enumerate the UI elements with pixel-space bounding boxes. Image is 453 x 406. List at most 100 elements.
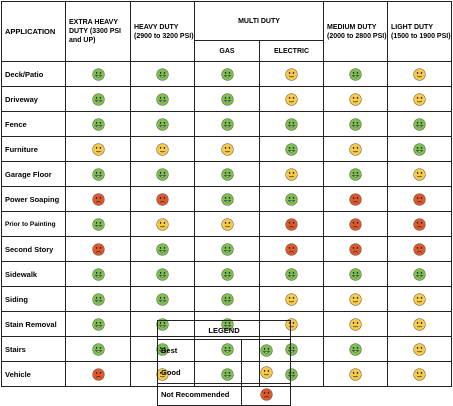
table-row: Fence [1,111,452,137]
application-label: Deck/Patio [1,61,66,87]
good-face-icon [349,292,362,306]
best-face-icon [285,117,298,131]
best-face-icon [349,117,362,131]
good-face-icon [349,317,362,331]
not-recommended-face-icon [349,192,362,206]
legend-title: LEGEND [156,320,292,340]
best-face-icon [156,67,169,81]
best-face-icon [220,167,234,181]
rating-cell [65,86,131,112]
rating-cell [130,211,195,237]
best-face-icon [285,267,298,281]
table-row: Garage Floor [1,161,452,187]
best-face-icon [349,167,362,181]
best-face-icon [156,292,169,306]
best-face-icon [285,192,298,206]
application-label: Power Soaping [1,186,66,212]
rating-cell [130,161,195,187]
best-face-icon [91,342,105,356]
rating-cell [387,311,452,337]
rating-cell [259,161,324,187]
legend-body: Best Good Not Recommended [157,339,292,406]
best-face-icon [220,92,234,106]
not-recommended-face-icon [156,192,169,206]
good-face-icon [285,92,298,106]
rating-cell [130,61,195,87]
good-face-icon [91,142,105,156]
electric-header: ELECTRIC [259,40,324,62]
best-face-icon [413,267,426,281]
rating-cell [194,86,260,112]
rating-cell [387,211,452,237]
rating-cell [323,136,388,162]
rating-cell [194,111,260,137]
rating-cell [323,211,388,237]
rating-cell [323,161,388,187]
best-face-icon [220,292,234,306]
rating-cell [259,86,324,112]
legend-row: Not Recommended [157,383,292,406]
rating-cell [194,161,260,187]
rating-cell [323,286,388,312]
table-row: Deck/Patio [1,61,452,87]
rating-cell [65,336,131,362]
rating-cell [259,136,324,162]
best-face-icon [349,267,362,281]
not-recommended-face-icon [285,217,298,231]
table-row: Second Story [1,236,452,262]
best-face-icon [349,342,362,356]
good-face-icon [259,366,273,379]
rating-cell [387,61,452,87]
best-face-icon [413,142,426,156]
legend-row: Best [157,339,292,362]
rating-cell [65,211,131,237]
rating-cell [387,286,452,312]
not-recommended-face-icon [91,242,105,256]
rating-cell [323,361,388,387]
legend-face-cell [240,383,292,406]
rating-cell [323,186,388,212]
best-face-icon [91,92,105,106]
rating-cell [259,61,324,87]
best-face-icon [220,192,234,206]
best-face-icon [156,117,169,131]
application-label: Siding [1,286,66,312]
good-face-icon [413,342,426,356]
good-face-icon [285,67,298,81]
rating-cell [259,211,324,237]
legend-table: LEGEND Best Good Not Recommended [156,320,292,406]
best-face-icon [91,317,105,331]
best-face-icon [413,117,426,131]
good-face-icon [349,92,362,106]
best-face-icon [156,92,169,106]
rating-cell [65,286,131,312]
good-face-icon [413,367,426,381]
not-recommended-face-icon [413,192,426,206]
rating-cell [323,336,388,362]
best-face-icon [220,67,234,81]
rating-cell [387,86,452,112]
rating-cell [194,286,260,312]
legend-row: Good [157,361,292,384]
table-body: Deck/Patio Driveway Fence Furniture Garage F… [1,61,452,387]
not-recommended-face-icon [91,367,105,381]
extra-heavy-duty-header: EXTRA HEAVY DUTY (3300 PSI and UP) [65,1,131,62]
multi-duty-header: MULTI DUTY [194,1,324,41]
best-face-icon [220,267,234,281]
good-face-icon [349,367,362,381]
rating-cell [130,261,195,287]
good-face-icon [156,142,169,156]
table-row: Power Soaping [1,186,452,212]
not-recommended-face-icon [259,388,273,401]
legend-label: Not Recommended [157,383,242,406]
rating-cell [387,336,452,362]
good-face-icon [413,67,426,81]
best-face-icon [259,344,273,357]
table-row: Prior to Painting [1,211,452,237]
pressure-washer-application-table: APPLICATION EXTRA HEAVY DUTY (3300 PSI a… [1,1,452,387]
rating-cell [65,186,131,212]
legend-face-cell [240,361,292,384]
rating-cell [130,236,195,262]
application-label: Second Story [1,236,66,262]
table-row: Siding [1,286,452,312]
